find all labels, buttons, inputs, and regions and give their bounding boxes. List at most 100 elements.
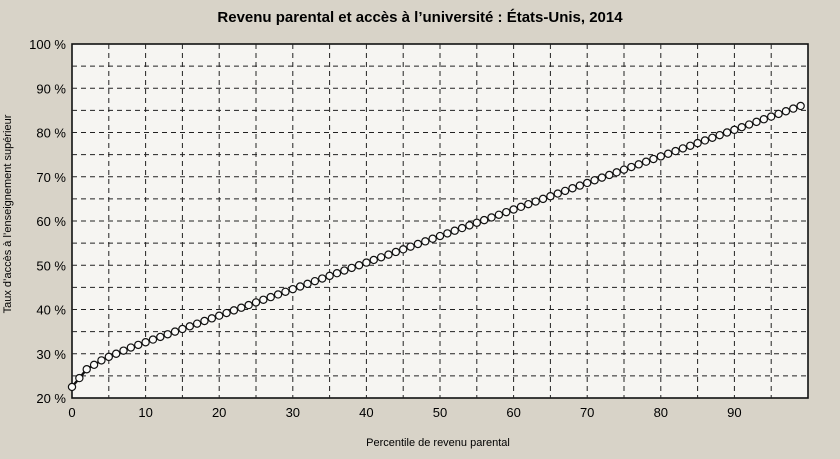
data-point (516, 202, 526, 212)
chart-title: Revenu parental et accès à l’université … (217, 9, 623, 26)
data-point (266, 292, 275, 302)
data-point (295, 282, 305, 291)
data-point (583, 178, 592, 188)
y-tick-label: 30 % (36, 347, 66, 362)
data-point (531, 197, 540, 206)
data-point (435, 231, 445, 241)
data-point (170, 327, 180, 336)
data-point (737, 122, 746, 132)
data-point (369, 255, 378, 265)
data-point (376, 253, 386, 262)
data-point (163, 330, 172, 339)
data-point (759, 115, 769, 124)
data-point (67, 382, 77, 392)
data-point (141, 338, 150, 347)
data-point (214, 311, 224, 320)
data-point (649, 154, 658, 164)
data-point (399, 245, 408, 254)
y-tick-label: 80 % (36, 126, 66, 141)
data-point (641, 157, 651, 166)
data-point (722, 128, 732, 137)
data-point (744, 120, 754, 129)
data-point (104, 352, 114, 362)
data-point (479, 215, 489, 225)
data-point (752, 117, 761, 127)
data-point (185, 322, 194, 331)
data-point (406, 242, 415, 251)
data-point (700, 136, 710, 145)
y-tick-label: 40 % (36, 303, 66, 318)
data-point (229, 306, 239, 315)
data-point (686, 141, 695, 150)
data-point (553, 189, 562, 198)
data-point (192, 319, 202, 328)
x-tick-label: 0 (68, 405, 75, 420)
y-tick-label: 60 % (36, 214, 66, 229)
data-point (568, 184, 577, 193)
data-point (546, 192, 555, 201)
data-point (244, 300, 253, 310)
data-point (288, 284, 297, 294)
data-point (708, 133, 717, 143)
data-point (281, 287, 290, 296)
x-tick-label: 90 (727, 405, 741, 420)
y-tick-label: 90 % (36, 81, 66, 96)
data-point (605, 170, 614, 180)
data-point (450, 226, 459, 235)
data-point (465, 221, 474, 230)
data-point (796, 101, 805, 111)
data-point (207, 314, 217, 323)
data-point (362, 258, 371, 267)
data-point (575, 181, 585, 190)
data-point (663, 149, 673, 158)
data-point (325, 271, 334, 281)
y-tick-label: 100 % (29, 37, 66, 52)
data-point (767, 112, 776, 121)
data-point (318, 274, 327, 283)
data-point (428, 234, 437, 243)
data-point (656, 152, 666, 161)
data-point (178, 324, 187, 334)
data-point (156, 332, 165, 342)
data-point (111, 349, 121, 358)
data-point (634, 160, 643, 169)
data-point (502, 207, 511, 217)
data-point (391, 247, 401, 257)
data-point (222, 308, 231, 318)
data-point (524, 199, 533, 209)
data-point (340, 266, 349, 275)
x-tick-label: 30 (286, 405, 300, 420)
data-point (119, 346, 128, 355)
data-point (612, 168, 621, 177)
data-point (82, 365, 91, 374)
data-point (457, 223, 467, 233)
data-point (97, 356, 106, 365)
y-axis: 20 % 30 % 40 % 50 % 60 % 70 % 80 % 90 % 100 % (29, 37, 66, 406)
x-tick-label: 50 (433, 405, 447, 420)
grid (72, 44, 808, 398)
data-point (310, 276, 320, 286)
data-point (487, 213, 496, 222)
data-point (538, 194, 548, 204)
data-point (789, 104, 798, 113)
data-point (627, 162, 636, 172)
data-point (251, 298, 261, 307)
data-point (126, 343, 136, 352)
data-point (384, 250, 393, 259)
data-point (509, 205, 518, 214)
data-point (134, 340, 143, 350)
x-tick-label: 70 (580, 405, 594, 420)
data-point (347, 263, 356, 273)
data-point (597, 173, 607, 182)
data-point (421, 237, 430, 246)
data-point (75, 373, 84, 383)
data-point (303, 279, 312, 289)
x-tick-label: 20 (212, 405, 226, 420)
data-point (200, 316, 209, 326)
x-axis: 0 10 20 30 40 50 60 70 80 90 (68, 405, 741, 420)
data-point (730, 125, 739, 135)
data-point (89, 360, 99, 370)
data-point (472, 218, 481, 227)
